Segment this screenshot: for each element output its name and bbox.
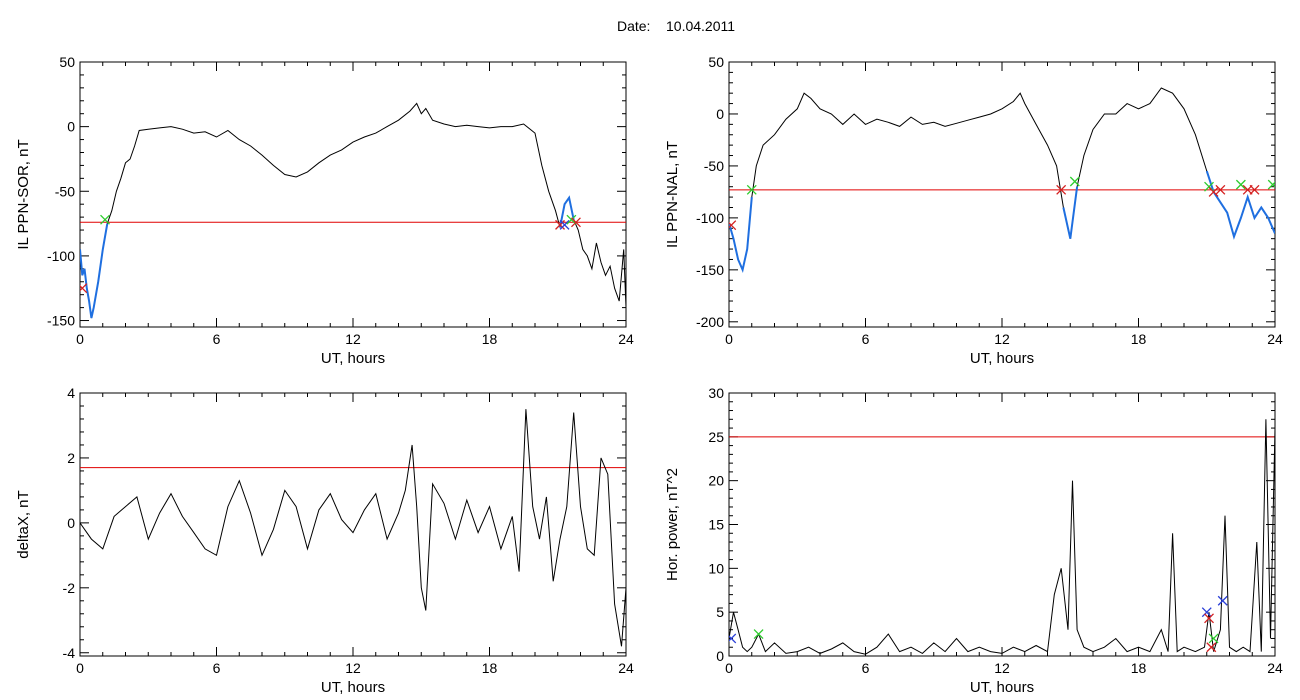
figure-title: Date: 10.04.2011 bbox=[0, 18, 1300, 34]
x-tick-label: 0 bbox=[725, 331, 733, 347]
x-tick-label: 12 bbox=[345, 331, 361, 347]
x-tick-label: 24 bbox=[618, 331, 634, 347]
y-tick-label: -100 bbox=[47, 248, 75, 264]
x-tick-label: 18 bbox=[482, 660, 498, 676]
event-marker-peak bbox=[1217, 595, 1228, 606]
y-tick-label: -50 bbox=[55, 183, 75, 199]
event-marker-start bbox=[100, 214, 110, 225]
y-tick-label: 0 bbox=[716, 106, 724, 122]
y-tick-label: -150 bbox=[47, 313, 75, 329]
x-tick-label: 24 bbox=[1267, 331, 1283, 347]
event-marker-peak bbox=[729, 633, 737, 644]
event-marker-end bbox=[729, 220, 737, 231]
plot-area-nal bbox=[729, 87, 1275, 274]
event-marker-start bbox=[1208, 633, 1219, 644]
x-axis-label: UT, hours bbox=[970, 679, 1034, 696]
series-line-hpower bbox=[729, 419, 1275, 655]
highlight-segment-nal bbox=[1205, 170, 1275, 240]
y-tick-label: 15 bbox=[708, 517, 724, 533]
panel-sor: 0 6 12 18 24 -150 -100 -50 0 50 UT, hours IL PPN-SO… bbox=[15, 54, 634, 367]
x-tick-label: 0 bbox=[76, 660, 84, 676]
y-tick-label: 10 bbox=[708, 560, 724, 576]
highlight-segment-nal bbox=[729, 197, 753, 274]
x-axis-label: UT, hours bbox=[321, 350, 385, 367]
event-marker-end bbox=[80, 283, 88, 294]
event-marker-end bbox=[1215, 184, 1226, 195]
event-marker-end bbox=[570, 217, 581, 228]
event-marker-end bbox=[555, 219, 565, 230]
y-tick-label: 0 bbox=[716, 648, 724, 664]
highlight-segment-nal bbox=[1062, 186, 1079, 239]
y-tick-label: 25 bbox=[708, 429, 724, 445]
x-tick-label: 12 bbox=[994, 331, 1010, 347]
y-tick-label: 50 bbox=[708, 54, 724, 70]
y-axis-label: Hor. power, nT^2 bbox=[664, 468, 681, 581]
plot-frame-nal bbox=[728, 61, 1276, 328]
y-tick-label: 0 bbox=[67, 119, 75, 135]
y-tick-label: 50 bbox=[59, 54, 75, 70]
plot-area-sor bbox=[80, 102, 626, 319]
highlight-segment-sor bbox=[80, 223, 109, 319]
event-marker-start bbox=[753, 629, 764, 640]
y-tick-label: 20 bbox=[708, 473, 724, 489]
x-tick-label: 24 bbox=[618, 660, 634, 676]
x-tick-label: 0 bbox=[725, 660, 733, 676]
y-tick-label: -4 bbox=[63, 645, 76, 661]
plot-frame-deltax bbox=[79, 392, 627, 657]
x-tick-label: 0 bbox=[76, 331, 84, 347]
date-label: Date: bbox=[616, 18, 651, 34]
event-marker-end bbox=[1204, 613, 1214, 624]
plot-area-hpower bbox=[729, 419, 1275, 655]
y-tick-label: 2 bbox=[67, 450, 75, 466]
x-tick-label: 18 bbox=[1131, 331, 1147, 347]
y-tick-label: 4 bbox=[67, 385, 75, 401]
x-tick-label: 12 bbox=[994, 660, 1010, 676]
y-tick-label: -2 bbox=[63, 580, 76, 596]
y-axis-label: deltaX, nT bbox=[15, 490, 32, 558]
event-marker-end bbox=[1056, 184, 1067, 195]
series-line-nal bbox=[729, 87, 1275, 272]
y-tick-label: -150 bbox=[696, 262, 724, 278]
highlight-segment-sor bbox=[559, 195, 575, 228]
x-tick-label: 24 bbox=[1267, 660, 1283, 676]
plot-area-deltax bbox=[80, 409, 626, 647]
plot-frame-sor bbox=[79, 61, 627, 328]
series-line-deltax bbox=[80, 409, 626, 647]
date-value: 10.04.2011 bbox=[666, 18, 736, 34]
x-tick-label: 6 bbox=[213, 660, 221, 676]
event-marker-start bbox=[1069, 176, 1080, 187]
y-axis-label: IL PPN-NAL, nT bbox=[664, 141, 681, 248]
x-tick-label: 6 bbox=[862, 660, 870, 676]
y-tick-label: -50 bbox=[704, 158, 724, 174]
event-marker-start bbox=[566, 214, 577, 225]
event-marker-peak bbox=[559, 219, 570, 230]
x-tick-label: 18 bbox=[1131, 660, 1147, 676]
plot-frame-hpower bbox=[728, 392, 1276, 657]
x-axis-label: UT, hours bbox=[321, 679, 385, 696]
panel-hpower: 0 6 12 18 24 0 5 10 15 20 25 30 UT, hours Hor. power,… bbox=[664, 385, 1283, 696]
x-tick-label: 6 bbox=[862, 331, 870, 347]
event-marker-end bbox=[1206, 642, 1217, 653]
x-tick-label: 12 bbox=[345, 660, 361, 676]
series-line-sor bbox=[80, 102, 626, 319]
y-tick-label: 0 bbox=[67, 515, 75, 531]
event-marker-start bbox=[746, 184, 757, 195]
event-marker-start bbox=[1235, 179, 1246, 190]
panel-nal: 0 6 12 18 24 -200 -150 -100 -50 0 50 UT, hours IL PP… bbox=[664, 54, 1283, 367]
y-tick-label: -200 bbox=[696, 314, 724, 330]
event-marker-end bbox=[1249, 184, 1260, 195]
y-axis-label: IL PPN-SOR, nT bbox=[15, 139, 32, 249]
y-tick-label: -100 bbox=[696, 210, 724, 226]
event-marker-peak bbox=[1201, 607, 1212, 618]
x-tick-label: 18 bbox=[482, 331, 498, 347]
y-tick-label: 5 bbox=[716, 604, 724, 620]
event-marker-start bbox=[1267, 179, 1275, 190]
y-tick-label: 30 bbox=[708, 385, 724, 401]
event-marker-end bbox=[1208, 186, 1219, 197]
x-axis-label: UT, hours bbox=[970, 350, 1034, 367]
x-tick-label: 6 bbox=[213, 331, 221, 347]
